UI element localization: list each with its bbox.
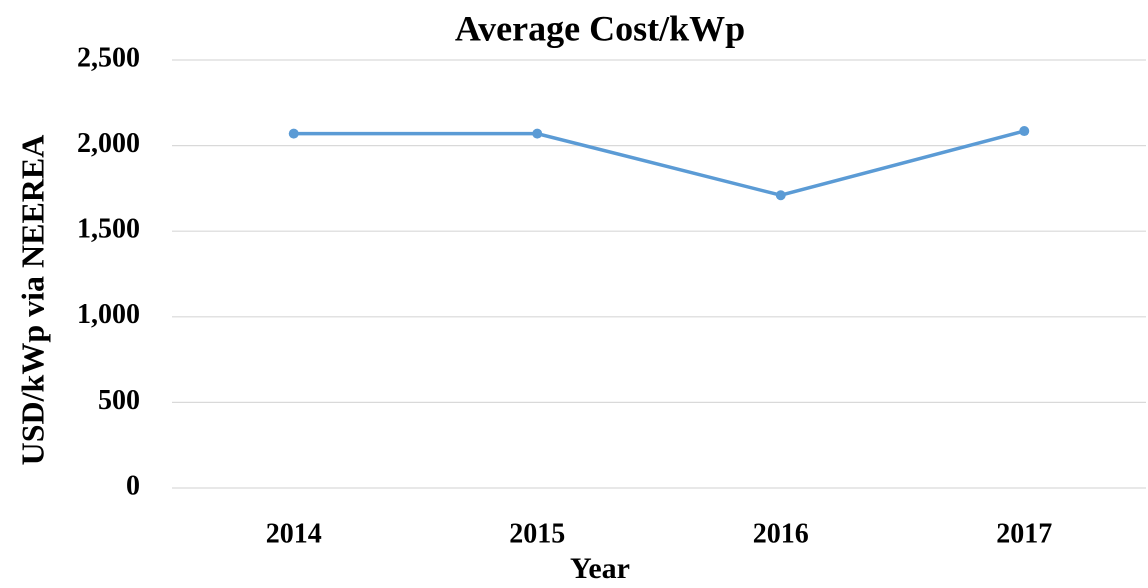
y-tick-label: 2,000	[77, 128, 140, 159]
x-tick-label: 2017	[996, 518, 1052, 549]
data-point	[288, 128, 299, 139]
x-tick-label: 2016	[753, 518, 809, 549]
data-point	[1019, 126, 1030, 137]
y-axis-title: USD/kWp via NEEREA	[14, 135, 50, 466]
x-tick-label: 2014	[266, 518, 322, 549]
y-tick-label: 500	[98, 385, 140, 416]
data-point	[532, 128, 543, 139]
y-tick-label: 0	[126, 470, 140, 501]
x-tick-label: 2015	[509, 518, 565, 549]
data-point	[775, 190, 786, 201]
x-axis-title: Year	[570, 552, 630, 585]
chart-title: Average Cost/kWp	[455, 8, 745, 48]
y-tick-label: 2,500	[77, 42, 140, 73]
series-line	[293, 129, 1025, 198]
y-tick-label: 1,500	[77, 214, 140, 245]
y-tick-label: 1,000	[77, 299, 140, 330]
